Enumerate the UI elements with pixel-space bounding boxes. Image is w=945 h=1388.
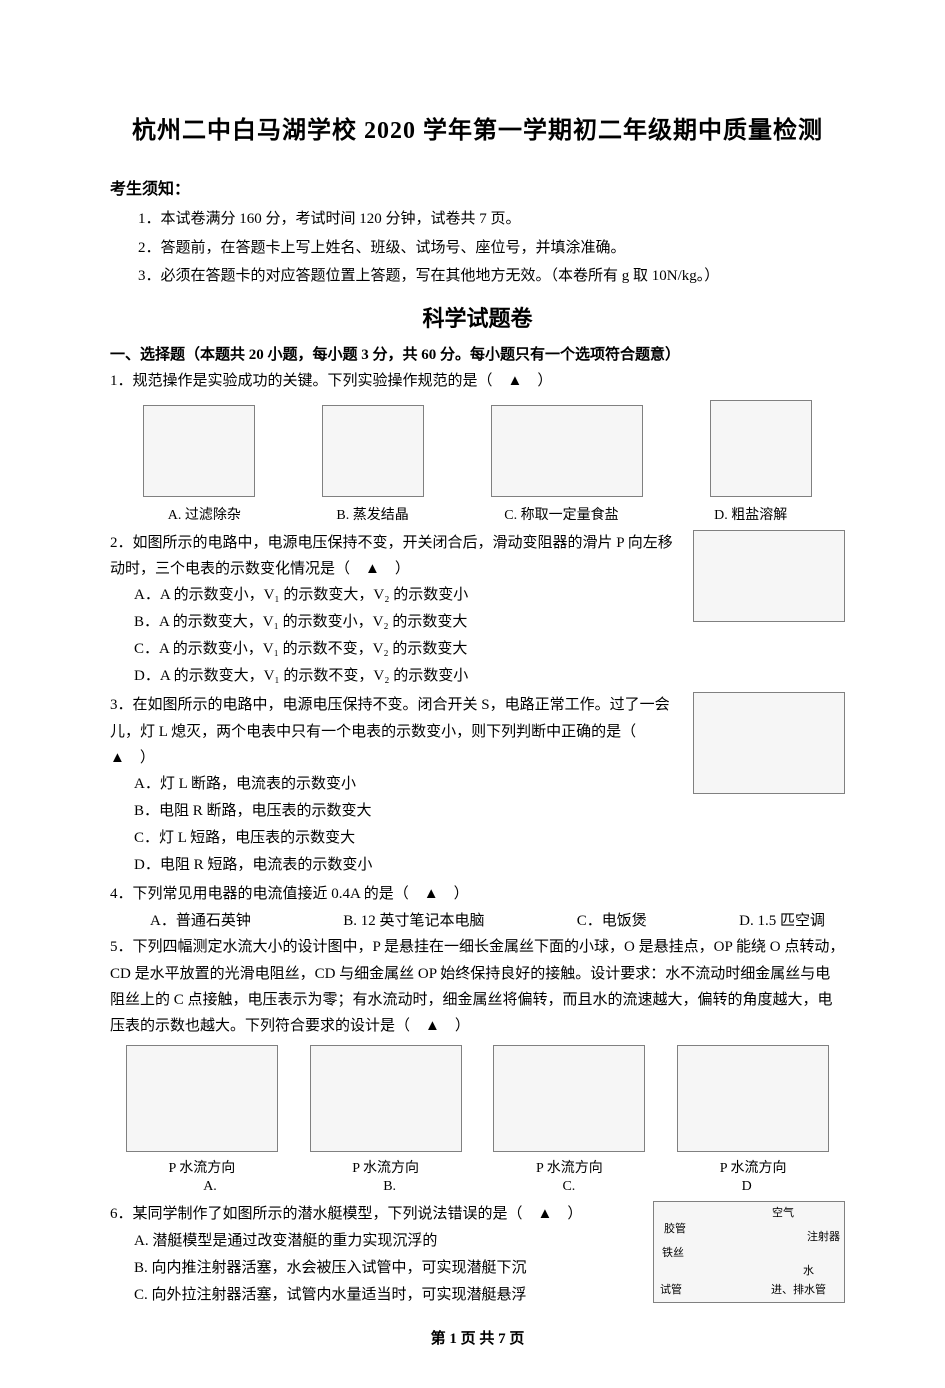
- question-1-labels: A. 过滤除杂 B. 蒸发结晶 C. 称取一定量食盐 D. 粗盐溶解: [120, 504, 835, 524]
- option: C．灯 L 短路，电压表的示数变大: [134, 825, 845, 852]
- option: D. 1.5 匹空调: [739, 909, 825, 930]
- figure-caption: P 水流方向: [310, 1157, 462, 1177]
- notice-item: 3．必须在答题卡的对应答题位置上答题，写在其他地方无效。（本卷所有 g 取 10…: [138, 262, 845, 291]
- question-1-figures: [110, 400, 845, 502]
- figure-label: 进、排水管: [771, 1281, 826, 1300]
- option-label: D: [742, 1179, 752, 1195]
- paper-subtitle: 科学试题卷: [110, 301, 845, 333]
- figure-placeholder-icon: [143, 405, 255, 497]
- question-4-stem: 4．下列常见用电器的电流值接近 0.4A 的是（ ▲ ）: [110, 881, 845, 907]
- notice-heading: 考生须知：: [110, 175, 845, 199]
- question-1-stem: 1．规范操作是实验成功的关键。下列实验操作规范的是（ ▲ ）: [110, 368, 845, 394]
- exam-title: 杭州二中白马湖学校 2020 学年第一学期初二年级期中质量检测: [110, 110, 845, 145]
- option-label: B. 蒸发结晶: [336, 504, 408, 524]
- option-label: A.: [203, 1179, 217, 1195]
- figure-placeholder-icon: [693, 530, 845, 622]
- figure: [710, 400, 812, 502]
- figure: [491, 405, 643, 502]
- option: C．A 的示数变小，V₁ 的示数不变，V₂ 的示数变大: [134, 636, 845, 663]
- question-6: 空气 胶管 注射器 铁丝 水 试管 进、排水管 6．某同学制作了如图所示的潜水艇…: [110, 1201, 845, 1308]
- figure: P 水流方向: [310, 1045, 462, 1177]
- figure-caption: P 水流方向: [493, 1157, 645, 1177]
- section-heading: 一、选择题（本题共 20 小题，每小题 3 分，共 60 分。每小题只有一个选项…: [110, 343, 845, 364]
- option: D．A 的示数变大，V₁ 的示数不变，V₂ 的示数变小: [134, 663, 845, 690]
- figure-label: 注射器: [807, 1228, 840, 1247]
- figure-placeholder-icon: [693, 692, 845, 794]
- option-label: D. 粗盐溶解: [714, 504, 787, 524]
- figure: P 水流方向: [677, 1045, 829, 1177]
- question-5-stem: 5．下列四幅测定水流大小的设计图中，P 是悬挂在一细长金属丝下面的小球，O 是悬…: [110, 934, 845, 1039]
- question-5-figures: P 水流方向 P 水流方向 P 水流方向 P 水流方向: [110, 1045, 845, 1177]
- figure: P 水流方向: [126, 1045, 278, 1177]
- figure-placeholder-icon: [710, 400, 812, 497]
- option: C．电饭煲: [577, 909, 647, 930]
- option-label: A. 过滤除杂: [168, 504, 241, 524]
- notice-item: 1．本试卷满分 160 分，考试时间 120 分钟，试卷共 7 页。: [138, 205, 845, 234]
- figure-caption: P 水流方向: [677, 1157, 829, 1177]
- figure-placeholder-icon: [493, 1045, 645, 1152]
- option-label: C.: [562, 1179, 575, 1195]
- option: A．普通石英钟: [150, 909, 251, 930]
- figure: [322, 405, 424, 502]
- option-label: C. 称取一定量食盐: [504, 504, 618, 524]
- figure-placeholder-icon: [677, 1045, 829, 1152]
- figure-label: 空气: [772, 1204, 794, 1223]
- figure-placeholder-icon: 空气 胶管 注射器 铁丝 水 试管 进、排水管: [653, 1201, 845, 1303]
- question-5-labels: A. B. C. D: [120, 1179, 835, 1195]
- figure-placeholder-icon: [322, 405, 424, 497]
- figure-placeholder-icon: [491, 405, 643, 497]
- option: D．电阻 R 短路，电流表的示数变小: [134, 852, 845, 879]
- figure-label: 胶管: [664, 1220, 686, 1239]
- exam-page: 杭州二中白马湖学校 2020 学年第一学期初二年级期中质量检测 考生须知： 1．…: [0, 0, 945, 1388]
- notice-item: 2．答题前，在答题卡上写上姓名、班级、试场号、座位号，并填涂准确。: [138, 234, 845, 263]
- option-label: B.: [383, 1179, 396, 1195]
- figure-label: 试管: [660, 1281, 682, 1300]
- figure: P 水流方向: [493, 1045, 645, 1177]
- figure-label: 水: [803, 1262, 814, 1281]
- page-footer: 第 1 页 共 7 页: [110, 1327, 845, 1348]
- figure-placeholder-icon: [310, 1045, 462, 1152]
- notice-list: 1．本试卷满分 160 分，考试时间 120 分钟，试卷共 7 页。 2．答题前…: [138, 205, 845, 291]
- question-3: 3．在如图所示的电路中，电源电压保持不变。闭合开关 S，电路正常工作。过了一会儿…: [110, 692, 845, 879]
- figure-caption: P 水流方向: [126, 1157, 278, 1177]
- option: B. 12 英寸笔记本电脑: [343, 909, 484, 930]
- figure: [143, 405, 255, 502]
- option: B．电阻 R 断路，电压表的示数变大: [134, 798, 845, 825]
- figure-label: 铁丝: [662, 1244, 684, 1263]
- figure-placeholder-icon: [126, 1045, 278, 1152]
- question-4-options: A．普通石英钟 B. 12 英寸笔记本电脑 C．电饭煲 D. 1.5 匹空调: [150, 909, 825, 930]
